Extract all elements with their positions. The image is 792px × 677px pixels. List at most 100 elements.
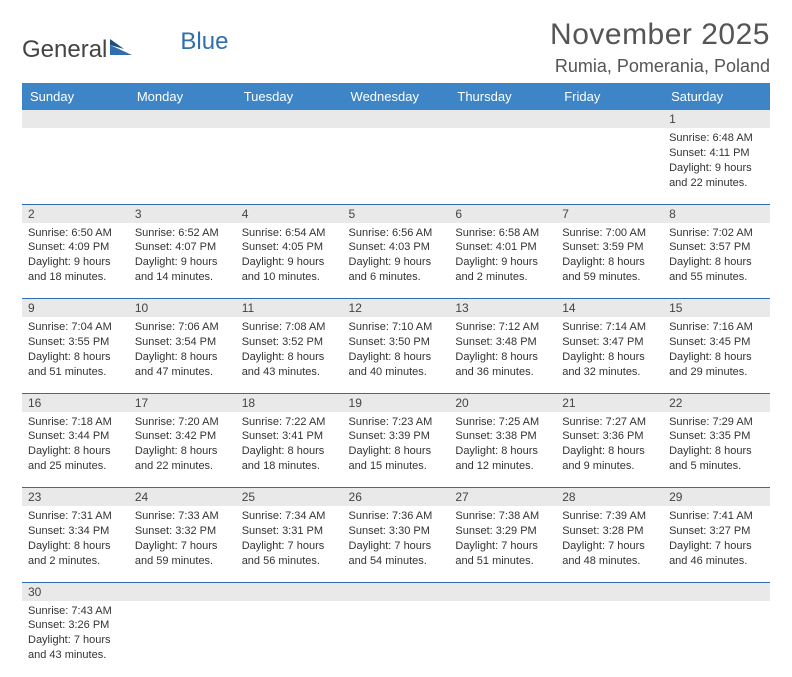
day-details: Sunrise: 7:29 AMSunset: 3:35 PMDaylight:…	[663, 412, 770, 480]
daynum-cell	[663, 582, 770, 601]
day-number: 6	[449, 205, 556, 223]
day-number: 30	[22, 583, 129, 601]
daylight-label: Daylight:	[562, 351, 605, 363]
day-details: Sunrise: 7:31 AMSunset: 3:34 PMDaylight:…	[22, 506, 129, 574]
day-number: 28	[556, 488, 663, 506]
daylight-label: Daylight:	[135, 445, 178, 457]
week-row: Sunrise: 6:50 AMSunset: 4:09 PMDaylight:…	[22, 223, 770, 299]
day-details: Sunrise: 7:06 AMSunset: 3:54 PMDaylight:…	[129, 317, 236, 385]
sunset-label: Sunset:	[349, 430, 386, 442]
daylight-label: Daylight:	[455, 256, 498, 268]
location: Rumia, Pomerania, Poland	[550, 56, 770, 77]
sunrise-label: Sunrise:	[242, 321, 282, 333]
sunrise-label: Sunrise:	[242, 416, 282, 428]
week-row: Sunrise: 7:04 AMSunset: 3:55 PMDaylight:…	[22, 317, 770, 393]
sunrise-value: 7:12 AM	[499, 321, 539, 333]
day-details: Sunrise: 7:00 AMSunset: 3:59 PMDaylight:…	[556, 223, 663, 291]
daylight-label: Daylight:	[349, 540, 392, 552]
day-number: 5	[343, 205, 450, 223]
day-cell: Sunrise: 7:16 AMSunset: 3:45 PMDaylight:…	[663, 317, 770, 393]
day-details: Sunrise: 7:16 AMSunset: 3:45 PMDaylight:…	[663, 317, 770, 385]
daylight-label: Daylight:	[28, 634, 71, 646]
daylight-label: Daylight:	[349, 256, 392, 268]
day-details: Sunrise: 6:52 AMSunset: 4:07 PMDaylight:…	[129, 223, 236, 291]
day-cell: Sunrise: 7:18 AMSunset: 3:44 PMDaylight:…	[22, 412, 129, 488]
daynum-cell	[236, 582, 343, 601]
sunrise-label: Sunrise:	[669, 321, 709, 333]
sunset-value: 3:39 PM	[389, 430, 430, 442]
day-cell: Sunrise: 7:39 AMSunset: 3:28 PMDaylight:…	[556, 506, 663, 582]
sunset-value: 4:11 PM	[709, 147, 749, 159]
weekday-header: Wednesday	[343, 83, 450, 110]
day-number: 9	[22, 299, 129, 317]
sunset-value: 3:36 PM	[603, 430, 644, 442]
sunrise-label: Sunrise:	[669, 132, 709, 144]
weekday-header: Saturday	[663, 83, 770, 110]
daynum-row: 2345678	[22, 204, 770, 223]
daynum-cell	[556, 110, 663, 128]
sunset-label: Sunset:	[669, 147, 706, 159]
day-cell: Sunrise: 6:54 AMSunset: 4:05 PMDaylight:…	[236, 223, 343, 299]
day-number: 3	[129, 205, 236, 223]
sunrise-value: 7:16 AM	[712, 321, 752, 333]
daynum-cell: 13	[449, 299, 556, 318]
sunset-value: 3:34 PM	[68, 525, 109, 537]
day-cell: Sunrise: 7:36 AMSunset: 3:30 PMDaylight:…	[343, 506, 450, 582]
daynum-cell: 9	[22, 299, 129, 318]
sunset-value: 3:59 PM	[603, 241, 644, 253]
day-number: 26	[343, 488, 450, 506]
day-number: 4	[236, 205, 343, 223]
day-number: 23	[22, 488, 129, 506]
daynum-cell: 22	[663, 393, 770, 412]
weekday-header: Tuesday	[236, 83, 343, 110]
sunset-value: 4:03 PM	[389, 241, 430, 253]
sunset-value: 3:47 PM	[603, 336, 644, 348]
sunset-label: Sunset:	[28, 525, 65, 537]
day-number: 2	[22, 205, 129, 223]
day-details: Sunrise: 6:58 AMSunset: 4:01 PMDaylight:…	[449, 223, 556, 291]
daynum-cell: 26	[343, 488, 450, 507]
day-number: 7	[556, 205, 663, 223]
weekday-header: Friday	[556, 83, 663, 110]
sunset-label: Sunset:	[669, 241, 706, 253]
sunset-label: Sunset:	[455, 241, 492, 253]
day-number: 11	[236, 299, 343, 317]
sunrise-label: Sunrise:	[455, 510, 495, 522]
sunset-value: 3:42 PM	[175, 430, 216, 442]
sunrise-label: Sunrise:	[669, 416, 709, 428]
daylight-label: Daylight:	[669, 256, 712, 268]
sunrise-value: 7:29 AM	[712, 416, 752, 428]
sunset-label: Sunset:	[669, 525, 706, 537]
sunrise-value: 7:33 AM	[178, 510, 218, 522]
day-cell: Sunrise: 7:22 AMSunset: 3:41 PMDaylight:…	[236, 412, 343, 488]
daylight-label: Daylight:	[349, 351, 392, 363]
day-cell	[449, 128, 556, 204]
daynum-cell	[343, 582, 450, 601]
day-cell: Sunrise: 7:14 AMSunset: 3:47 PMDaylight:…	[556, 317, 663, 393]
day-number: 16	[22, 394, 129, 412]
logo: General Blue	[22, 36, 228, 64]
daylight-label: Daylight:	[28, 540, 71, 552]
daynum-cell: 30	[22, 582, 129, 601]
sunrise-value: 6:54 AM	[285, 227, 325, 239]
day-number: 14	[556, 299, 663, 317]
calendar-table: Sunday Monday Tuesday Wednesday Thursday…	[22, 83, 770, 677]
day-details: Sunrise: 7:18 AMSunset: 3:44 PMDaylight:…	[22, 412, 129, 480]
day-cell: Sunrise: 7:34 AMSunset: 3:31 PMDaylight:…	[236, 506, 343, 582]
day-number: 25	[236, 488, 343, 506]
sunset-label: Sunset:	[349, 336, 386, 348]
sunrise-value: 7:22 AM	[285, 416, 325, 428]
day-details: Sunrise: 6:48 AMSunset: 4:11 PMDaylight:…	[663, 128, 770, 196]
day-cell: Sunrise: 7:33 AMSunset: 3:32 PMDaylight:…	[129, 506, 236, 582]
sunset-value: 4:09 PM	[68, 241, 109, 253]
sunset-value: 4:05 PM	[282, 241, 323, 253]
sunrise-value: 7:43 AM	[71, 605, 111, 617]
header: General Blue November 2025 Rumia, Pomera…	[22, 18, 770, 77]
sunset-value: 3:48 PM	[496, 336, 537, 348]
day-details: Sunrise: 7:43 AMSunset: 3:26 PMDaylight:…	[22, 601, 129, 669]
day-number: 13	[449, 299, 556, 317]
sunrise-label: Sunrise:	[669, 510, 709, 522]
sunrise-value: 7:02 AM	[712, 227, 752, 239]
day-details: Sunrise: 7:04 AMSunset: 3:55 PMDaylight:…	[22, 317, 129, 385]
sunrise-value: 7:23 AM	[392, 416, 432, 428]
